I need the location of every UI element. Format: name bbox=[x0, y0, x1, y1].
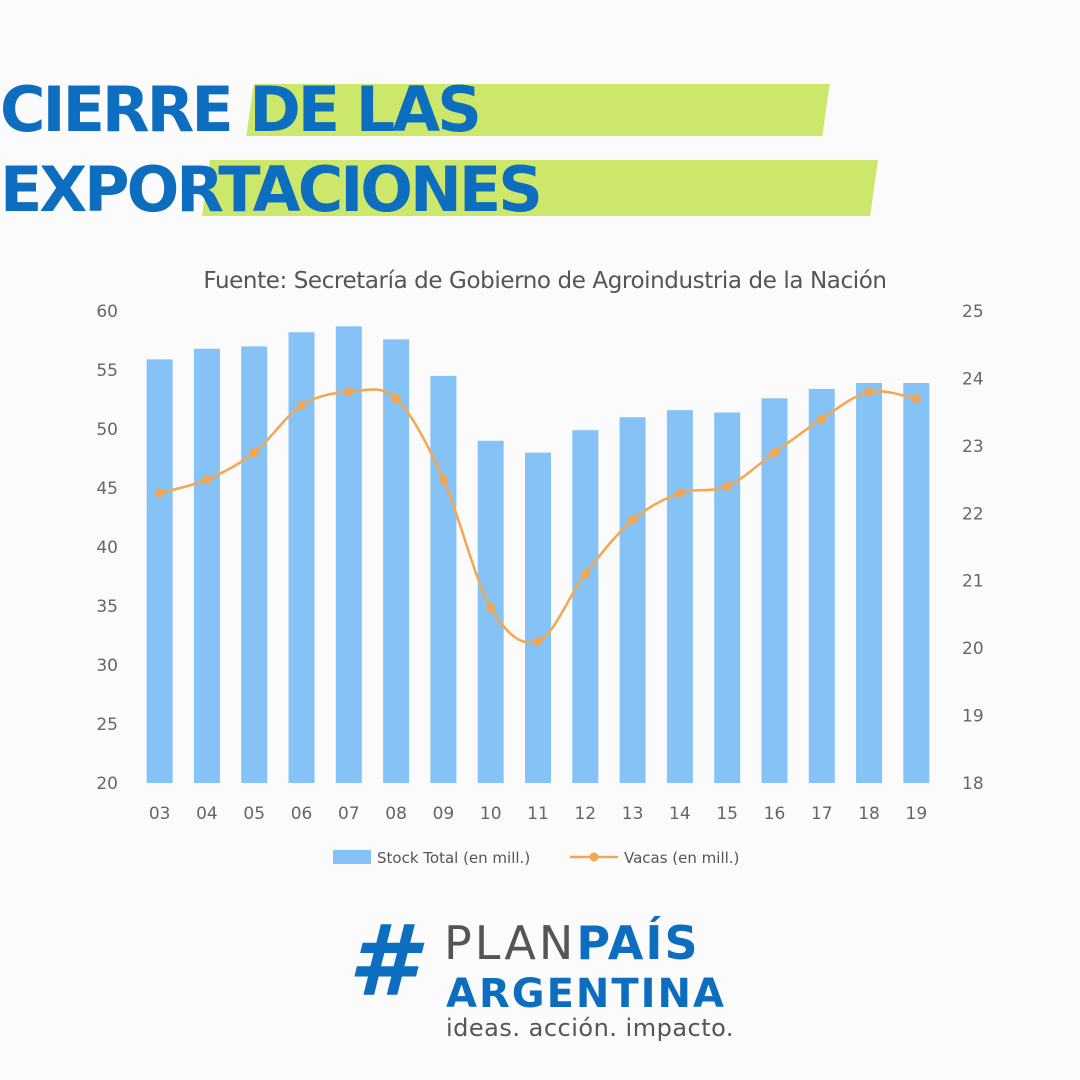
legend-swatch-stock bbox=[333, 850, 371, 864]
x-tick-label: 03 bbox=[149, 804, 171, 824]
point-vacas-08 bbox=[391, 394, 401, 404]
x-tick-label: 12 bbox=[574, 804, 596, 824]
bar-stock-09 bbox=[430, 375, 457, 783]
bar-stock-11 bbox=[525, 452, 551, 783]
y-left-tick-label: 50 bbox=[96, 420, 118, 440]
logo-plan-pais: PLANPAÍS bbox=[444, 918, 700, 968]
bar-stock-19 bbox=[903, 382, 930, 783]
y-right-tick-label: 20 bbox=[962, 639, 984, 659]
y-left-tick-label: 30 bbox=[96, 656, 118, 676]
chart: 20 25 30 35 40 45 50 55 60 18 19 20 21 22 23 24 25 03 04 05… bbox=[96, 302, 984, 867]
hashtag-icon: # bbox=[348, 905, 417, 1019]
point-vacas-14 bbox=[675, 488, 685, 498]
bar-stock-05 bbox=[241, 346, 268, 783]
y-right-tick-label: 25 bbox=[962, 302, 984, 322]
y-right-tick-label: 22 bbox=[962, 504, 984, 524]
point-vacas-09 bbox=[438, 475, 448, 485]
y-left-tick-label: 35 bbox=[96, 597, 118, 617]
x-tick-label: 09 bbox=[433, 804, 455, 824]
y-left-tick-label: 55 bbox=[96, 361, 118, 381]
y-left-tick-label: 45 bbox=[96, 479, 118, 499]
legend-label-vacas: Vacas (en mill.) bbox=[624, 849, 739, 867]
bar-stock-17 bbox=[808, 388, 835, 783]
x-tick-label: 19 bbox=[906, 804, 928, 824]
y-right-tick-label: 19 bbox=[962, 707, 984, 727]
y-left-tick-label: 25 bbox=[96, 715, 118, 735]
x-tick-label: 13 bbox=[622, 804, 644, 824]
legend-swatch-vacas-dot bbox=[589, 852, 599, 862]
legend-label-stock: Stock Total (en mill.) bbox=[377, 849, 530, 867]
point-vacas-03 bbox=[155, 488, 165, 498]
point-vacas-16 bbox=[769, 448, 779, 458]
x-tick-label: 08 bbox=[385, 804, 407, 824]
bar-stock-08 bbox=[383, 339, 410, 783]
point-vacas-18 bbox=[864, 387, 874, 397]
x-tick-label: 16 bbox=[764, 804, 786, 824]
x-tick-label: 11 bbox=[527, 804, 549, 824]
y-left-tick-label: 20 bbox=[96, 774, 118, 794]
title-line-1: CIERRE DE LAS bbox=[0, 73, 482, 146]
point-vacas-13 bbox=[628, 515, 638, 525]
x-tick-label: 17 bbox=[811, 804, 833, 824]
plan-pais-logo: # PLANPAÍS ARGENTINA ideas. acción. impa… bbox=[348, 912, 748, 1042]
x-tick-label: 06 bbox=[291, 804, 313, 824]
point-vacas-05 bbox=[249, 448, 259, 458]
x-tick-label: 04 bbox=[196, 804, 218, 824]
y-right-tick-label: 21 bbox=[962, 572, 984, 592]
point-vacas-11 bbox=[533, 636, 543, 646]
x-tick-label: 10 bbox=[480, 804, 502, 824]
logo-pais: PAÍS bbox=[576, 916, 700, 970]
bar-stock-16 bbox=[761, 398, 788, 783]
x-tick-label: 14 bbox=[669, 804, 691, 824]
bar-stock-18 bbox=[856, 382, 883, 783]
x-tick-label: 15 bbox=[716, 804, 738, 824]
y-right-tick-label: 24 bbox=[962, 369, 984, 389]
x-tick-label: 07 bbox=[338, 804, 360, 824]
bar-stock-14 bbox=[666, 410, 693, 783]
point-vacas-07 bbox=[344, 387, 354, 397]
point-vacas-17 bbox=[817, 414, 827, 424]
y-right-tick-label: 23 bbox=[962, 437, 984, 457]
bar-stock-12 bbox=[572, 430, 599, 783]
bar-stock-07 bbox=[335, 326, 362, 783]
point-vacas-10 bbox=[486, 603, 496, 613]
bar-stock-03 bbox=[146, 359, 173, 783]
point-vacas-15 bbox=[722, 481, 732, 491]
x-tick-label: 05 bbox=[243, 804, 265, 824]
point-vacas-12 bbox=[580, 569, 590, 579]
y-left-tick-label: 40 bbox=[96, 538, 118, 558]
point-vacas-06 bbox=[297, 400, 307, 410]
point-vacas-19 bbox=[911, 394, 921, 404]
y-right-tick-label: 18 bbox=[962, 774, 984, 794]
logo-argentina: ARGENTINA bbox=[446, 971, 726, 1017]
bar-stock-13 bbox=[619, 417, 646, 783]
bar-stock-04 bbox=[193, 348, 220, 783]
point-vacas-04 bbox=[202, 475, 212, 485]
logo-tagline: ideas. acción. impacto. bbox=[446, 1014, 735, 1042]
title-line-2: EXPORTACIONES bbox=[0, 153, 543, 226]
x-tick-label: 18 bbox=[858, 804, 880, 824]
logo-plan: PLAN bbox=[444, 916, 577, 970]
chart-source: Fuente: Secretaría de Gobierno de Agroin… bbox=[203, 268, 887, 294]
y-left-tick-label: 60 bbox=[96, 302, 118, 322]
bar-stock-15 bbox=[714, 412, 741, 783]
